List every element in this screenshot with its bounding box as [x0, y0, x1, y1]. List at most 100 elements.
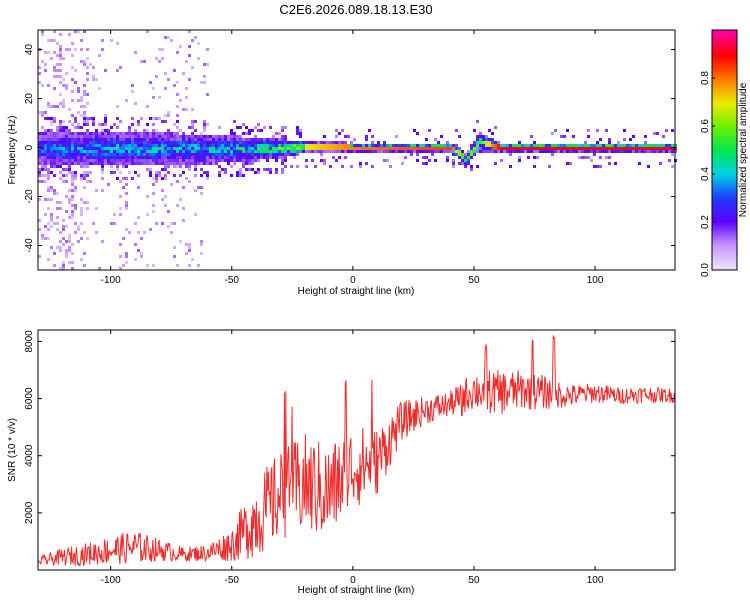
spectrogram-cell — [335, 135, 338, 138]
spectrogram-cell — [47, 168, 50, 171]
spectrogram-cell — [185, 96, 188, 99]
spectrogram-cell — [512, 150, 515, 153]
spectrogram-cell — [284, 159, 287, 162]
spectrogram-cell — [125, 150, 128, 153]
spectrogram-cell — [131, 144, 134, 147]
spectrogram-cell — [284, 147, 287, 150]
spectrogram-cell — [455, 144, 458, 147]
spectrogram-cell — [173, 141, 176, 144]
spectrogram-cell — [62, 150, 65, 153]
spectrogram-cell — [38, 111, 41, 114]
spectrogram-cell — [254, 147, 257, 150]
spectrogram-cell — [401, 150, 404, 153]
spectrogram-cell — [143, 162, 146, 165]
spectrogram-cell — [257, 171, 260, 174]
spectrogram-cell — [59, 45, 62, 48]
spectrogram-cell — [149, 135, 152, 138]
spectrogram-cell — [230, 135, 233, 138]
spectrogram-cell — [83, 156, 86, 159]
spectrogram-cell — [434, 147, 437, 150]
spectrogram-cell — [245, 153, 248, 156]
spectrogram-cell — [140, 144, 143, 147]
spectrogram-cell — [425, 147, 428, 150]
colorbar-segment — [712, 252, 737, 256]
spectrogram-cell — [137, 120, 140, 123]
spectrogram-cell — [185, 153, 188, 156]
spectrogram-cell — [266, 147, 269, 150]
spectrogram-cell — [137, 216, 140, 219]
spectrogram-cell — [257, 153, 260, 156]
spectrogram-cell — [473, 144, 476, 147]
spectrogram-cell — [83, 60, 86, 63]
spectrogram-cell — [380, 144, 383, 147]
spectrogram-cell — [62, 228, 65, 231]
spectrogram-cell — [536, 147, 539, 150]
spectrogram-cell — [341, 144, 344, 147]
spectrogram-cell — [176, 264, 179, 267]
spectrogram-cell — [41, 150, 44, 153]
spectrogram-cell — [644, 144, 647, 147]
spectrogram-cell — [212, 150, 215, 153]
spectrogram-cell — [41, 60, 44, 63]
spectrogram-cell — [218, 174, 221, 177]
spectrogram-cell — [266, 156, 269, 159]
spectrogram-cell — [254, 126, 257, 129]
spectrogram-cell — [140, 138, 143, 141]
spectrogram-cell — [203, 123, 206, 126]
spectrogram-cell — [155, 132, 158, 135]
spectrogram-cell — [329, 147, 332, 150]
spectrogram-cell — [440, 135, 443, 138]
spectrogram-cell — [65, 144, 68, 147]
spectrogram-cell — [92, 162, 95, 165]
spectrogram-cell — [104, 159, 107, 162]
spectrogram-cell — [548, 165, 551, 168]
spectrogram-cell — [116, 168, 119, 171]
spectrogram-cell — [551, 144, 554, 147]
spectrogram-cell — [230, 174, 233, 177]
spectrogram-x-tick-label: -50 — [225, 275, 240, 286]
spectrogram-cell — [209, 156, 212, 159]
spectrogram-cell — [653, 150, 656, 153]
spectrogram-cell — [56, 159, 59, 162]
spectrogram-cell — [386, 150, 389, 153]
spectrogram-cell — [134, 51, 137, 54]
spectrogram-cell — [98, 135, 101, 138]
spectrogram-cell — [104, 147, 107, 150]
spectrogram-cell — [578, 147, 581, 150]
spectrogram-cell — [281, 156, 284, 159]
spectrogram-cell — [377, 144, 380, 147]
spectrogram-cell — [251, 144, 254, 147]
spectrogram-cell — [218, 144, 221, 147]
spectrogram-cell — [62, 174, 65, 177]
spectrogram-cell — [152, 204, 155, 207]
spectrogram-cell — [218, 141, 221, 144]
spectrogram-cell — [452, 147, 455, 150]
spectrogram-cell — [101, 168, 104, 171]
spectrogram-cell — [65, 252, 68, 255]
spectrogram-cell — [383, 150, 386, 153]
spectrogram-cell — [206, 153, 209, 156]
spectrogram-cell — [647, 144, 650, 147]
spectrogram-cell — [83, 120, 86, 123]
spectrogram-cell — [200, 186, 203, 189]
spectrogram-cell — [593, 150, 596, 153]
spectrogram-cell — [44, 144, 47, 147]
spectrogram-cell — [194, 129, 197, 132]
spectrogram-cell — [173, 162, 176, 165]
spectrogram-cell — [182, 159, 185, 162]
spectrogram-cell — [158, 153, 161, 156]
spectrogram-cell — [161, 48, 164, 51]
spectrogram-cell — [359, 162, 362, 165]
spectrogram-cell — [77, 162, 80, 165]
spectrogram-cell — [80, 48, 83, 51]
spectrogram-cell — [167, 114, 170, 117]
spectrogram-cell — [470, 153, 473, 156]
spectrogram-cell — [53, 144, 56, 147]
spectrogram-cell — [47, 102, 50, 105]
spectrogram-cell — [269, 150, 272, 153]
spectrogram-cell — [68, 138, 71, 141]
spectrogram-cell — [206, 48, 209, 51]
spectrogram-cell — [458, 162, 461, 165]
spectrogram-cell — [41, 180, 44, 183]
spectrogram-cell — [56, 105, 59, 108]
